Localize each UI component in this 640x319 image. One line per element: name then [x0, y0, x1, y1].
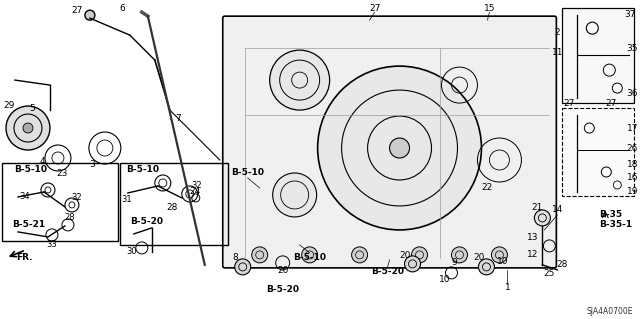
- Text: 9: 9: [452, 258, 458, 267]
- Text: 27: 27: [71, 6, 83, 15]
- Text: B-5-20: B-5-20: [371, 267, 404, 276]
- Text: 28: 28: [166, 204, 177, 212]
- Text: B-5-10: B-5-10: [14, 166, 47, 174]
- Text: 10: 10: [497, 257, 508, 266]
- Text: 27: 27: [369, 4, 380, 13]
- FancyBboxPatch shape: [223, 16, 556, 268]
- Text: 32: 32: [72, 193, 82, 203]
- Text: 4: 4: [39, 158, 45, 167]
- Circle shape: [273, 173, 317, 217]
- Text: 30: 30: [127, 248, 137, 256]
- Text: 14: 14: [552, 205, 563, 214]
- Circle shape: [412, 247, 428, 263]
- Text: 34: 34: [20, 192, 30, 202]
- Text: 33: 33: [47, 241, 58, 249]
- Text: B-5-10: B-5-10: [231, 168, 264, 177]
- Circle shape: [235, 259, 251, 275]
- Circle shape: [301, 247, 317, 263]
- Circle shape: [317, 66, 481, 230]
- Text: 13: 13: [527, 234, 538, 242]
- Text: 10: 10: [439, 275, 451, 284]
- Text: B-5-20: B-5-20: [266, 286, 299, 294]
- Text: 28: 28: [65, 213, 76, 222]
- Text: 5: 5: [29, 104, 35, 113]
- Text: 15: 15: [484, 4, 495, 13]
- Text: B-35-1: B-35-1: [599, 220, 632, 229]
- Text: 19: 19: [627, 188, 638, 197]
- Text: 29: 29: [3, 100, 14, 109]
- Text: 12: 12: [527, 250, 538, 259]
- Circle shape: [451, 247, 467, 263]
- Text: FR.: FR.: [16, 253, 32, 263]
- Circle shape: [404, 256, 420, 272]
- Text: 17: 17: [627, 123, 638, 132]
- Circle shape: [479, 259, 495, 275]
- Text: B-5-10: B-5-10: [126, 166, 159, 174]
- Text: 18: 18: [627, 160, 638, 169]
- Text: 22: 22: [482, 183, 493, 192]
- Text: B-35: B-35: [599, 211, 623, 219]
- Text: 36: 36: [627, 89, 638, 98]
- Bar: [120, 163, 228, 245]
- Circle shape: [85, 10, 95, 20]
- Text: 35: 35: [627, 44, 638, 53]
- Circle shape: [390, 138, 410, 158]
- Text: 7: 7: [175, 114, 180, 122]
- Circle shape: [23, 123, 33, 133]
- Text: 8: 8: [233, 253, 239, 263]
- Text: B-5-20: B-5-20: [130, 218, 163, 226]
- Circle shape: [492, 247, 508, 263]
- Text: B-5-10: B-5-10: [293, 253, 326, 263]
- Text: B-5-21: B-5-21: [12, 220, 45, 229]
- Text: 20: 20: [474, 253, 485, 263]
- Text: 32: 32: [191, 182, 202, 190]
- Text: 6: 6: [119, 4, 125, 13]
- Text: SJA4A0700E: SJA4A0700E: [587, 307, 634, 316]
- Bar: [2, 163, 118, 241]
- Text: 27: 27: [564, 99, 575, 108]
- Text: 16: 16: [627, 174, 638, 182]
- Text: 1: 1: [504, 283, 510, 292]
- Text: 24: 24: [189, 188, 200, 197]
- Text: 3: 3: [89, 160, 95, 169]
- Text: 28: 28: [557, 260, 568, 269]
- Circle shape: [252, 247, 268, 263]
- Text: 11: 11: [552, 48, 563, 56]
- Text: 27: 27: [605, 99, 617, 108]
- Text: 31: 31: [122, 196, 132, 204]
- Text: 20: 20: [277, 266, 289, 275]
- Text: 20: 20: [400, 251, 412, 260]
- Text: 21: 21: [532, 204, 543, 212]
- Text: 2: 2: [554, 28, 560, 37]
- Text: 23: 23: [56, 169, 68, 179]
- Circle shape: [534, 210, 550, 226]
- Text: 26: 26: [627, 144, 638, 152]
- Text: 25: 25: [544, 269, 555, 278]
- Circle shape: [269, 50, 330, 110]
- Text: 37: 37: [625, 10, 636, 19]
- Bar: [563, 8, 634, 103]
- Circle shape: [351, 247, 367, 263]
- Bar: [563, 108, 634, 196]
- Circle shape: [6, 106, 50, 150]
